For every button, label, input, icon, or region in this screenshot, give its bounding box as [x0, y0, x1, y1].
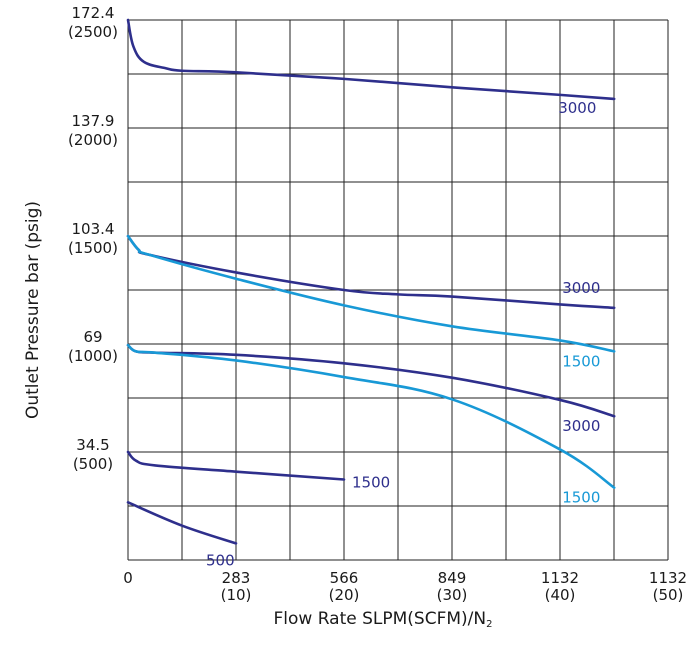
x-tick-label-scfm: (10) [221, 586, 252, 604]
series-line [126, 234, 616, 310]
x-tick-label: 1132 [649, 569, 687, 587]
y-tick-label: 172.4 [72, 4, 115, 22]
series-line [126, 450, 346, 481]
y-tick-label: 137.9 [72, 112, 115, 130]
curve-labels: 3000 3000 1500 3000 1500 1500 500 [206, 99, 600, 569]
series-line [126, 501, 238, 545]
x-tick-labels: 0 283(10)566(20)849(30)1132(40)1132(50) [123, 569, 687, 604]
series-line [126, 18, 616, 101]
x-tick-label: 283 [222, 569, 251, 587]
x-tick-label-scfm: (20) [329, 586, 360, 604]
series-line [126, 234, 616, 353]
y-tick-label-psig: (2500) [68, 23, 118, 41]
x-tick-label-scfm: (30) [437, 586, 468, 604]
y-tick-label: 34.5 [76, 436, 109, 454]
y-tick-label-psig: (1500) [68, 239, 118, 257]
y-axis-label: Outlet Pressure bar (psig) [23, 201, 43, 419]
series-line [126, 343, 616, 489]
series-label: 3000 [558, 99, 596, 117]
series-label: 3000 [562, 279, 600, 297]
y-tick-label: 69 [83, 328, 102, 346]
x-tick-label: 849 [438, 569, 467, 587]
y-tick-label-psig: (500) [73, 455, 113, 473]
y-tick-labels: 172.4(2500) 137.9(2000) 103.4(1500) 69(1000… [68, 4, 118, 473]
y-tick-label-psig: (2000) [68, 131, 118, 149]
x-axis-label: Flow Rate SLPM(SCFM)/N2 [274, 609, 493, 630]
x-tick-label: 566 [330, 569, 359, 587]
series-label: 500 [206, 551, 235, 569]
series-label: 3000 [562, 417, 600, 435]
series-label: 1500 [562, 352, 600, 370]
series-label: 1500 [562, 489, 600, 507]
y-tick-label-psig: (1000) [68, 347, 118, 365]
x-tick-label: 0 [123, 569, 133, 587]
x-tick-label-scfm: (40) [545, 586, 576, 604]
y-tick-label: 103.4 [72, 220, 115, 238]
curves [126, 18, 616, 545]
x-tick-label: 1132 [541, 569, 579, 587]
x-tick-label-scfm: (50) [653, 586, 684, 604]
grid-lines [127, 19, 669, 561]
series-label: 1500 [352, 474, 390, 492]
